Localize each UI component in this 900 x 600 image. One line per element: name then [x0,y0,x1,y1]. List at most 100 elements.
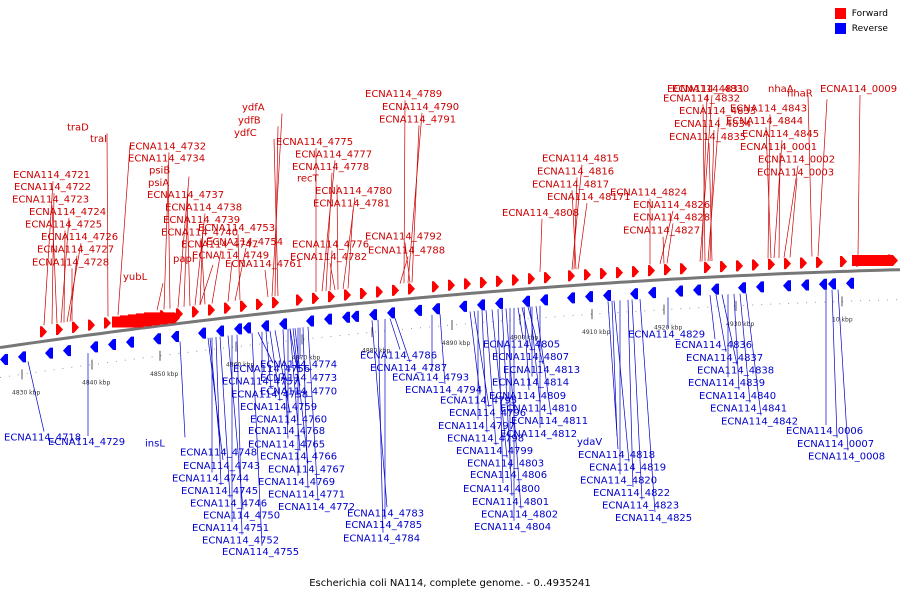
gene-leader-line [721,294,738,365]
gene-leader-line [491,309,508,458]
forward-gene-label: ECNA114_4835 [669,132,746,143]
gene-leader-line [106,133,109,317]
gene-leader-line [336,184,339,290]
forward-gene [56,324,63,336]
reverse-gene [477,299,485,311]
forward-gene-label: traI [90,134,107,145]
reverse-gene [324,313,332,325]
forward-gene [720,261,727,273]
reverse-gene-label: ECNA114_4807 [492,352,569,363]
reverse-gene-label: ECNA114_4786 [360,351,437,362]
forward-gene [840,255,847,267]
reverse-gene-label: ECNA114_4820 [580,475,657,486]
forward-gene [768,258,775,270]
reverse-gene [567,292,575,304]
gene-leader-line [251,332,263,546]
gene-leader-line [529,306,541,403]
reverse-gene [90,341,98,353]
forward-gene [176,308,183,320]
gene-leader-line [527,306,544,364]
reverse-gene-label: ECNA114_4801 [472,497,549,508]
forward-gene-label: ECNA114_4831 [667,84,744,95]
gene-leader-line [179,341,186,438]
gene-leader-line [292,328,309,464]
forward-gene [72,321,79,333]
forward-gene [296,294,303,306]
forward-gene [544,272,551,284]
forward-gene-label: ECNA114_4749 [192,251,269,262]
gene-leader-line [481,310,488,433]
reverse-gene-label: ECNA114_4814 [492,377,569,388]
gene-leader-line [407,112,423,283]
reverse-gene-label: insL [145,438,165,449]
forward-gene-label: ECNA114_4788 [368,246,445,257]
forward-gene-label: ECNA114_4833 [679,106,756,117]
forward-gene [852,255,898,267]
forward-gene [464,278,471,290]
forward-gene [160,310,167,322]
reverse-gene [108,338,116,350]
gene-leader-line [200,238,206,305]
reverse-gene [369,309,377,321]
forward-gene [88,319,95,331]
reverse-gene-label: ECNA114_4822 [593,488,670,499]
gene-leader-line [767,114,771,259]
reverse-gene [171,330,179,342]
gene-leader-line [709,130,715,262]
reverse-gene-label: ECNA114_4818 [578,450,655,461]
forward-gene [480,277,487,289]
gene-leader-line [469,311,481,395]
reverse-gene [522,295,530,307]
forward-gene [208,304,215,316]
forward-gene-label: ECNA114_4734 [128,154,205,165]
forward-gene [448,279,455,291]
forward-gene [328,291,335,303]
reverse-gene-label: ECNA114_4825 [615,513,692,524]
reverse-gene [828,278,836,290]
gene-leader-line [163,152,170,310]
forward-gene [496,275,503,287]
reverse-gene-label: ECNA114_4793 [392,373,469,384]
genome-title: Escherichia coli NA114, complete genome.… [309,578,591,589]
reverse-gene [801,279,809,291]
gene-leader-line [571,190,577,270]
legend-reverse-label: Reverse [851,23,888,34]
reverse-gene-label: ECNA114_4751 [192,523,269,534]
forward-gene [376,286,383,298]
gene-leader-line [497,309,504,484]
forward-gene-label: ECNA114_4816 [537,166,614,177]
gene-leader-line [535,306,552,416]
forward-gene [512,274,519,286]
forward-gene [784,258,791,270]
reverse-gene [342,311,350,323]
forward-gene [344,289,351,301]
forward-gene [240,300,247,312]
reverse-gene [45,347,53,359]
forward-gene-label: ECNA114_4791 [379,115,456,126]
reverse-gene-label: ECNA114_4785 [345,520,422,531]
gene-leader-line [577,203,588,270]
reverse-gene-label: ECNA114_4836 [675,340,752,351]
forward-gene [800,257,807,269]
reverse-gene-label: ECNA114_4718 [4,432,81,443]
reverse-gene-label: ECNA114_4767 [268,464,345,475]
reverse-gene-label: ECNA114_4842 [721,416,798,427]
gene-leader-line [837,289,849,451]
forward-gene [752,259,759,271]
reverse-gene-label: ydaV [577,437,602,448]
forward-gene-label: ECNA114_0009 [820,84,897,95]
forward-gene-label: ECNA114_4808 [502,208,579,219]
forward-gene [600,268,607,280]
forward-gene-label: ECNA114_4815 [542,154,619,165]
reverse-gene [756,281,764,293]
forward-gene-label: ECNA114_4845 [742,129,819,140]
legend-forward: Forward [834,8,888,19]
reverse-gene [459,300,467,312]
legend-forward-swatch [834,8,846,19]
gene-leader-line [199,264,214,306]
forward-gene [680,263,687,275]
tick-label: 4890 kbp [442,340,470,347]
forward-gene-label: ECNA114_4777 [295,149,372,160]
gene-leader-line [539,218,543,272]
reverse-gene-label: ECNA114_4803 [467,459,544,470]
